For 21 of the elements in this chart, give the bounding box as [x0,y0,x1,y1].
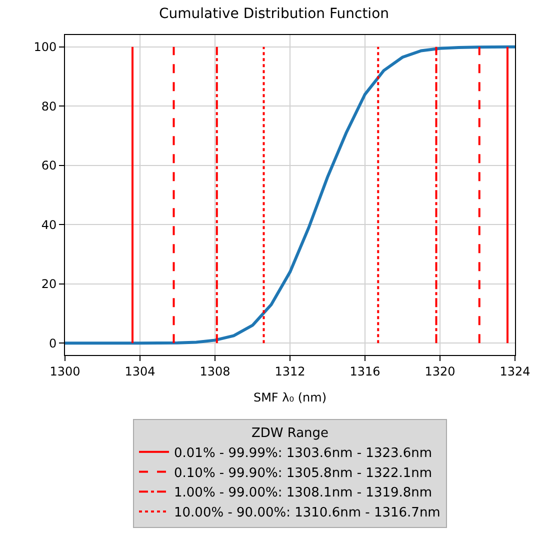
x-tick-label: 1308 [200,364,230,378]
y-tick-label: 80 [41,99,57,114]
x-tick-label: 1312 [274,364,306,378]
x-tick-label: 1320 [424,364,456,378]
y-tick-label: 60 [41,158,57,173]
y-tick-label: 0 [48,336,57,350]
legend-label: 0.01% - 99.99%: 1303.6nm - 1323.6nm [174,446,432,461]
x-axis-title: SMF λ₀ (nm) [253,390,327,404]
x-tick-label: 1316 [350,364,380,378]
chart-title: Cumulative Distribution Function [158,6,390,22]
x-tick-label: 1304 [124,364,156,378]
legend-label: 10.00% - 90.00%: 1310.6nm - 1316.7nm [174,506,440,521]
x-tick-label: 1300 [50,364,80,378]
legend-label: 1.00% - 99.00%: 1308.1nm - 1319.8nm [174,486,432,501]
line-series [65,45,515,345]
y-tick-label: 20 [41,277,57,292]
y-tick-label: 40 [41,218,57,232]
x-tick-label: 1324 [500,364,530,378]
legend-title: ZDW Range [251,426,329,441]
legend-label: 0.10% - 99.90%: 1305.8nm - 1322.1nm [174,466,432,481]
y-tick-label: 100 [34,40,57,54]
